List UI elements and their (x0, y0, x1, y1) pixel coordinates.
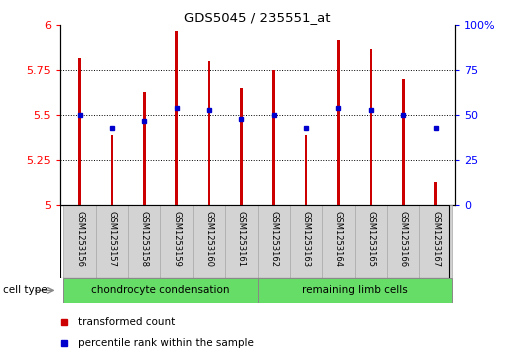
Bar (175, 31, 178, 205)
Text: GSM1253157: GSM1253157 (107, 211, 117, 267)
Bar (322, 205, 355, 278)
Bar (143, 92, 145, 205)
Text: transformed count: transformed count (78, 317, 175, 327)
Bar (208, 61, 210, 205)
Bar (419, 205, 452, 278)
Bar (290, 205, 322, 278)
Bar (402, 79, 404, 205)
Text: GSM1253161: GSM1253161 (237, 211, 246, 267)
Text: GSM1253162: GSM1253162 (269, 211, 278, 267)
Bar (128, 205, 161, 278)
Text: GSM1253160: GSM1253160 (204, 211, 213, 267)
Text: remaining limb cells: remaining limb cells (302, 285, 407, 295)
Bar (225, 205, 258, 278)
Bar (434, 182, 437, 205)
Text: chondrocyte condensation: chondrocyte condensation (91, 285, 230, 295)
Bar (63, 278, 258, 303)
Bar (63, 205, 96, 278)
Bar (337, 40, 340, 205)
Bar (305, 135, 308, 205)
Text: GSM1253167: GSM1253167 (431, 211, 440, 267)
Title: GDS5045 / 235551_at: GDS5045 / 235551_at (184, 11, 331, 24)
Bar (240, 88, 243, 205)
Bar (193, 205, 225, 278)
Bar (370, 49, 372, 205)
Bar (111, 135, 113, 205)
Text: percentile rank within the sample: percentile rank within the sample (78, 338, 254, 347)
Text: cell type: cell type (3, 285, 47, 295)
Bar (272, 70, 275, 205)
Text: GSM1253166: GSM1253166 (399, 211, 408, 267)
Bar (257, 278, 452, 303)
Text: GSM1253163: GSM1253163 (302, 211, 311, 267)
Bar (355, 205, 387, 278)
Bar (257, 205, 290, 278)
Text: GSM1253165: GSM1253165 (366, 211, 376, 267)
Bar (161, 205, 193, 278)
Bar (78, 58, 81, 205)
Text: GSM1253164: GSM1253164 (334, 211, 343, 267)
Bar (96, 205, 128, 278)
Text: GSM1253159: GSM1253159 (172, 211, 181, 267)
Text: GSM1253156: GSM1253156 (75, 211, 84, 267)
Text: GSM1253158: GSM1253158 (140, 211, 149, 267)
Bar (387, 205, 419, 278)
